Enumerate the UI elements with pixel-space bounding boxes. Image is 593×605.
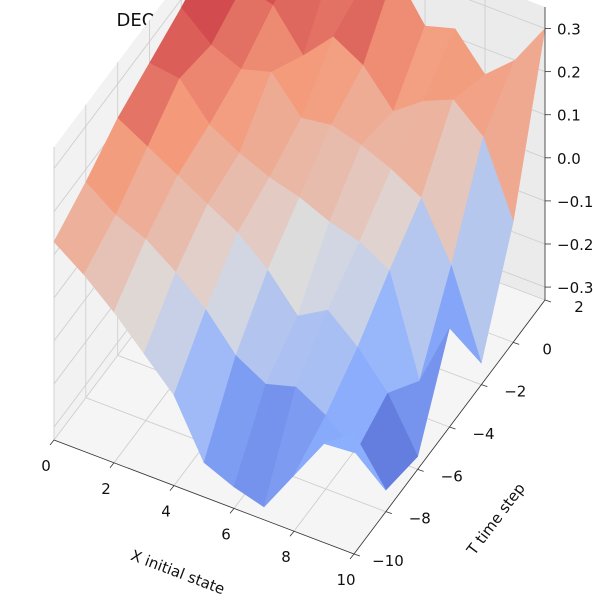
y-tick-label: 2 (574, 298, 584, 316)
y-tick-label: −10 (372, 552, 404, 570)
y-tick (544, 299, 552, 303)
z-tick-label: 0.0 (557, 150, 581, 168)
y-tick-label: −2 (504, 383, 526, 401)
y-axis-label: T time step (463, 480, 529, 560)
x-tick (289, 530, 295, 537)
tick-marks (49, 28, 552, 560)
x-tick-label: 8 (281, 548, 291, 566)
x-tick-label: 4 (161, 503, 171, 521)
y-tick (417, 468, 424, 472)
y-tick (449, 426, 456, 430)
z-tick-label: −0.2 (557, 236, 593, 254)
x-tick (349, 553, 355, 560)
x-axis-line (53, 439, 355, 555)
x-tick-label: 6 (221, 525, 231, 543)
z-tick-label: −0.3 (557, 279, 593, 297)
y-tick (353, 553, 361, 557)
x-tick (169, 485, 175, 491)
surface-facet (264, 0, 277, 6)
x-axis-label: X initial state (128, 546, 227, 598)
grid-line-z (53, 0, 546, 169)
y-tick-label: −4 (472, 425, 494, 443)
y-tick (385, 511, 392, 515)
x-tick-label: 10 (336, 571, 355, 589)
y-tick-label: −8 (409, 510, 431, 528)
z-tick-label: 0.1 (557, 107, 581, 125)
x-tick (229, 508, 235, 514)
surface-facet (323, 433, 387, 491)
z-tick-label: 0.3 (557, 21, 581, 39)
z-tick-label: −0.1 (557, 193, 593, 211)
x-tick-label: 2 (101, 480, 111, 498)
y-tick (481, 384, 488, 388)
y-tick (513, 341, 520, 345)
y-tick-label: 0 (542, 340, 552, 358)
z-tick-label: 0.2 (557, 64, 581, 82)
x-tick-label: 0 (41, 457, 51, 475)
y-tick-label: −6 (441, 467, 463, 485)
x-tick (109, 462, 115, 469)
x-tick (49, 439, 55, 446)
surface-mesh (53, 0, 546, 508)
